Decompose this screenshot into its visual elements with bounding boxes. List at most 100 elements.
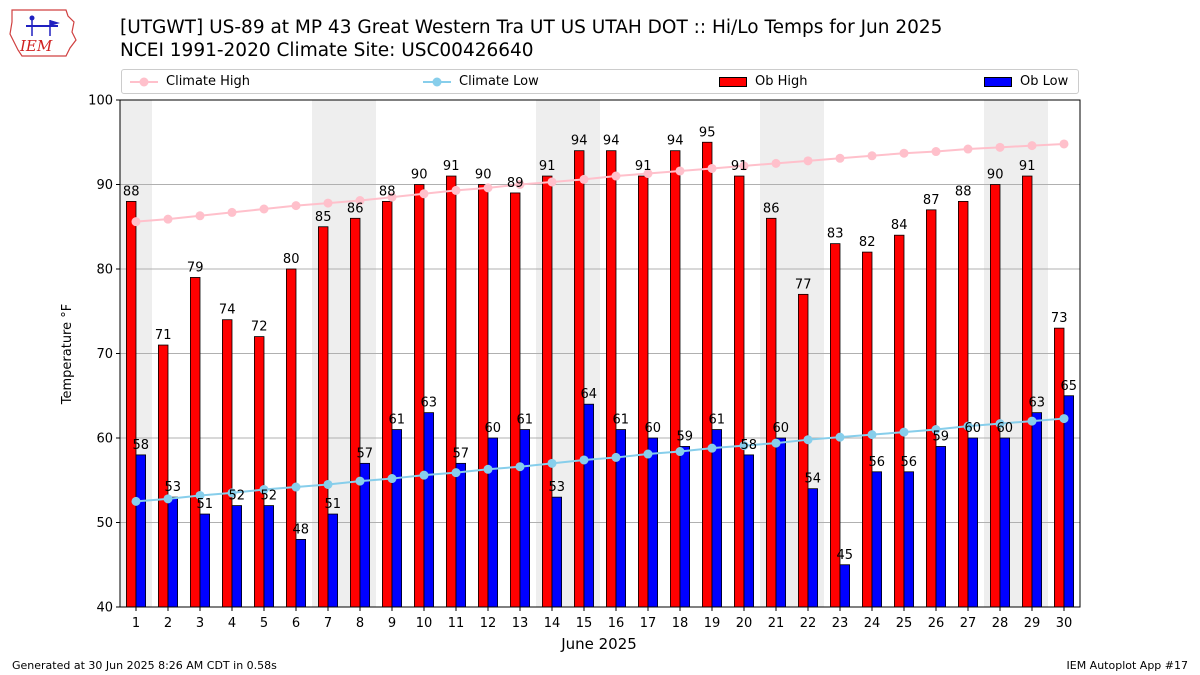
ob-high-bar-25 <box>894 234 905 608</box>
ob-high-bar-26 <box>926 209 937 608</box>
climate-low-point-25 <box>899 427 909 437</box>
x-tick-label-19: 19 <box>704 616 721 631</box>
x-axis-label: June 2025 <box>560 635 637 653</box>
ob-high-label-8: 86 <box>347 201 364 216</box>
climate-high-point-23 <box>835 153 845 163</box>
climate-high-point-22 <box>803 156 813 166</box>
footer-app-text: IEM Autoplot App #17 <box>1066 659 1189 672</box>
x-tick-label-2: 2 <box>164 616 172 631</box>
ob-low-bar-2 <box>167 496 179 608</box>
ob-low-label-11: 57 <box>453 446 470 461</box>
ob-low-label-9: 61 <box>389 413 406 428</box>
ob-high-bar-22 <box>798 293 809 608</box>
climate-low-point-19 <box>707 443 717 453</box>
x-tick-label-27: 27 <box>960 616 977 631</box>
climate-low-point-26 <box>931 425 941 435</box>
climate-high-line <box>135 142 1065 223</box>
climate-low-point-28 <box>995 419 1005 429</box>
climate-low-point-10 <box>419 470 429 480</box>
x-tick-label-17: 17 <box>640 616 657 631</box>
ob-low-label-24: 56 <box>869 455 886 470</box>
climate-high-point-28 <box>995 142 1005 152</box>
ob-high-bar-24 <box>862 251 873 608</box>
ob-low-label-7: 51 <box>325 497 342 512</box>
ob-low-label-17: 60 <box>645 421 662 436</box>
legend-item-climate-low: Climate Low <box>423 70 539 93</box>
ob-high-label-2: 71 <box>155 328 172 343</box>
climate-low-point-2 <box>163 494 173 504</box>
ob-high-bar-12 <box>477 184 489 608</box>
ob-high-label-11: 91 <box>443 159 460 174</box>
climate-low-point-21 <box>771 438 781 448</box>
x-tick-label-25: 25 <box>896 616 913 631</box>
climate-high-point-25 <box>899 148 909 158</box>
climate-high-point-26 <box>931 147 941 157</box>
ob-low-bar-14 <box>551 496 563 608</box>
data-labels: 88 71 79 74 72 80 85 86 88 90 91 90 89 91 94 94 91 94 95 91… <box>123 125 1077 563</box>
climate-low-point-17 <box>643 449 653 459</box>
ob-low-label-28: 60 <box>997 421 1014 436</box>
ob-high-bar-4 <box>221 319 233 608</box>
ob-high-label-10: 90 <box>411 168 428 183</box>
y-tick-label-50: 50 <box>96 516 113 531</box>
ob-high-bar-16 <box>606 150 617 608</box>
climate-high-point-21 <box>771 158 781 168</box>
ob-high-bar-7 <box>317 226 329 608</box>
ob-low-bar-6 <box>295 539 307 608</box>
ob-high-bar-17 <box>638 175 649 608</box>
x-tick-label-8: 8 <box>356 616 364 631</box>
climate-high-point-2 <box>163 214 173 224</box>
ob-high-bar-21 <box>766 217 777 608</box>
ob-low-label-23: 45 <box>837 548 854 563</box>
x-tick-label-5: 5 <box>260 616 268 631</box>
ob-high-bar-18 <box>670 150 681 608</box>
y-tick-label-100: 100 <box>88 94 113 109</box>
legend-label-climate-low: Climate Low <box>459 74 539 89</box>
climate-high-point-12 <box>483 183 493 193</box>
climate-high-point-10 <box>419 189 429 199</box>
climate-high-line-swatch <box>130 77 158 86</box>
x-tick-label-26: 26 <box>928 616 945 631</box>
ob-low-bar-22 <box>807 488 819 608</box>
climate-high-point-5 <box>259 204 269 214</box>
ob-high-bar-13 <box>509 192 521 608</box>
climate-low-point-14 <box>547 458 557 468</box>
ob-low-bar-19 <box>711 429 723 608</box>
climate-low-point-16 <box>611 452 621 462</box>
climate-low-point-1 <box>131 496 141 506</box>
climate-high-point-7 <box>323 198 333 208</box>
ob-low-bar-24 <box>871 471 883 608</box>
climate-high-point-30 <box>1059 139 1069 149</box>
ob-high-label-22: 77 <box>795 277 812 292</box>
climate-low-point-6 <box>291 482 301 492</box>
ob-high-label-23: 83 <box>827 227 844 242</box>
ob-high-label-4: 74 <box>219 303 236 318</box>
ob-low-label-1: 58 <box>133 438 150 453</box>
ob-low-bar-20 <box>743 454 755 608</box>
ob-low-bar-25 <box>903 471 915 608</box>
ob-high-bar-1 <box>126 200 137 608</box>
ob-low-label-27: 60 <box>965 421 982 436</box>
ob-high-label-29: 91 <box>1019 159 1036 174</box>
climate-high-point-13 <box>515 180 525 189</box>
climate-low-point-18 <box>675 447 685 457</box>
ob-low-label-29: 63 <box>1029 396 1046 411</box>
climate-low-line <box>135 417 1065 503</box>
ob-high-label-26: 87 <box>923 193 940 208</box>
y-tick-label-80: 80 <box>96 263 113 278</box>
ob-low-bar-30 <box>1063 395 1075 608</box>
chart-title: [UTGWT] US-89 at MP 43 Great Western Tra… <box>120 17 943 38</box>
ob-high-bar-27 <box>958 200 969 608</box>
ob-low-bar-26 <box>935 446 947 608</box>
ob-low-bar-7 <box>327 513 339 608</box>
y-tick-label-70: 70 <box>96 347 113 362</box>
ob-high-label-27: 88 <box>955 184 972 199</box>
ob-low-bar-5 <box>263 505 275 608</box>
y-tick-label-90: 90 <box>96 178 113 193</box>
ob-high-bar-30 <box>1054 327 1065 608</box>
x-tick-label-22: 22 <box>800 616 817 631</box>
ob-low-bar-18 <box>679 446 691 608</box>
ob-high-bar-11 <box>445 175 457 608</box>
footer-generated-text: Generated at 30 Jun 2025 8:26 AM CDT in … <box>12 659 277 672</box>
ob-high-label-3: 79 <box>187 260 204 275</box>
